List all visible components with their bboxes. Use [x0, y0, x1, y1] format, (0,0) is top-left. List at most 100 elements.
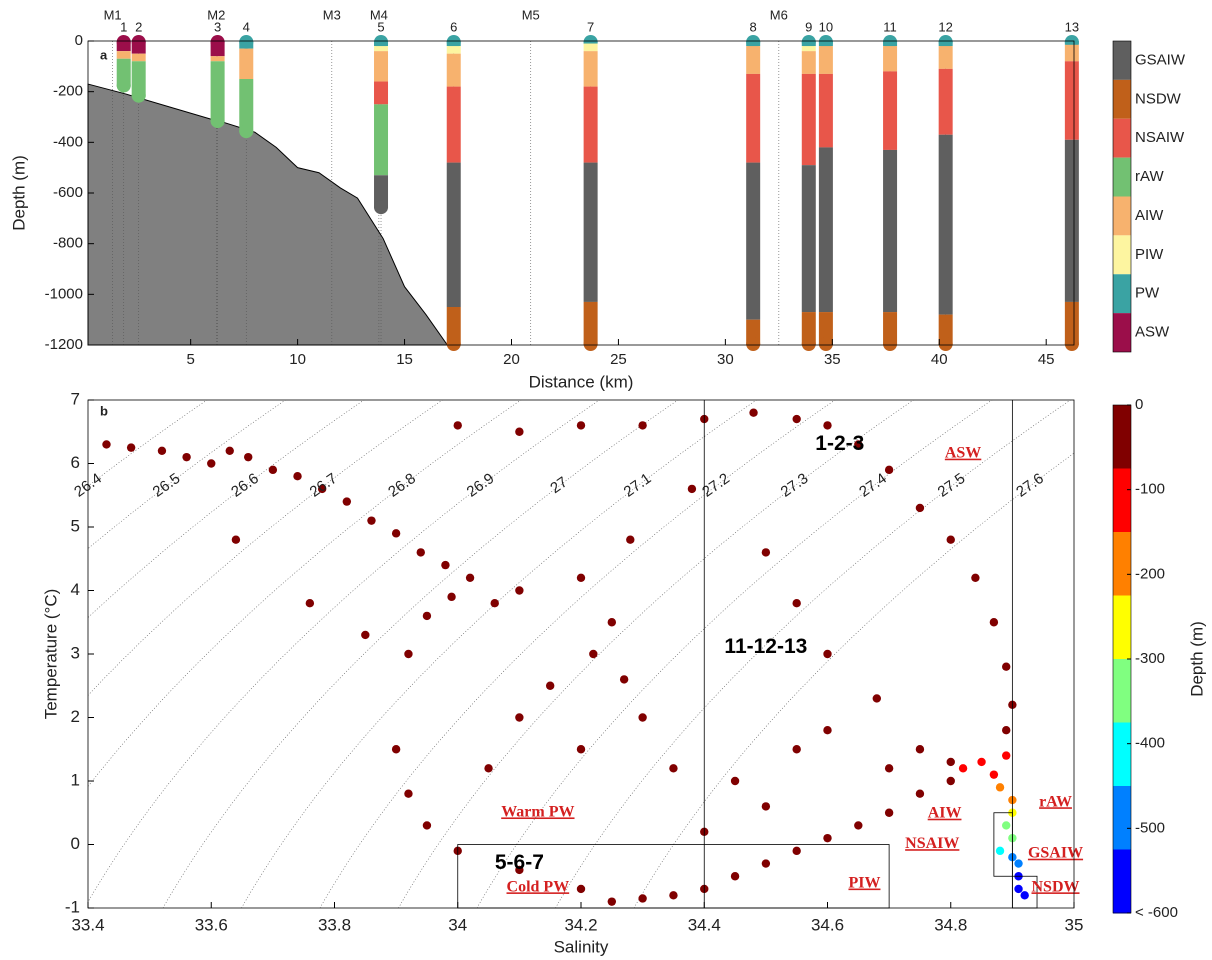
data-point: [589, 649, 598, 659]
station-label: 10: [819, 19, 833, 34]
colorbar-tick-label: -100: [1135, 481, 1165, 498]
data-point: [995, 783, 1005, 792]
station-label: 9: [805, 19, 812, 34]
water-mass-segment: [583, 162, 598, 302]
data-point: [447, 592, 456, 602]
water-mass-label: AIW: [928, 805, 962, 822]
isopycnal-label: 27.4: [856, 470, 890, 501]
legend-label: GSAIW: [1135, 51, 1186, 68]
isopycnal-label: 26.6: [228, 470, 262, 501]
data-point: [404, 789, 413, 798]
data-point: [946, 757, 955, 767]
x-tick-label: 10: [289, 351, 306, 368]
data-point: [989, 618, 999, 627]
segment-cap: [818, 337, 833, 351]
isopycnal: [88, 400, 365, 618]
isopycnal: [241, 400, 758, 908]
x-axis-title: Salinity: [554, 937, 609, 956]
colorbar-tick-label: < -600: [1135, 904, 1178, 921]
legend-label: NSDW: [1135, 90, 1182, 107]
y-tick-label: 4: [71, 580, 80, 599]
data-point: [1002, 821, 1011, 830]
segment-cap: [801, 35, 816, 49]
water-mass-segment: [1064, 44, 1079, 62]
data-point: [854, 440, 863, 449]
isopycnal-label: 27.3: [778, 470, 812, 501]
data-point: [971, 573, 980, 582]
data-point: [157, 446, 167, 455]
data-point: [638, 421, 647, 430]
data-point: [915, 789, 925, 798]
mooring-label: M5: [522, 7, 540, 22]
water-mass-label: GSAIW: [1028, 845, 1083, 862]
legend-label: AIW: [1135, 207, 1164, 224]
water-mass-segment: [801, 51, 816, 74]
water-mass-segment: [116, 51, 131, 59]
water-mass-label: Warm PW: [501, 803, 574, 820]
legend-swatch: [1113, 41, 1131, 80]
data-point: [515, 427, 524, 436]
data-point: [422, 611, 432, 621]
station-group-label: 5-6-7: [495, 851, 544, 874]
data-point: [823, 649, 832, 659]
station-label: 4: [243, 19, 250, 34]
x-tick-label: 35: [824, 351, 841, 368]
y-tick-label: -800: [53, 235, 83, 252]
y-tick-label: 0: [71, 834, 80, 853]
water-mass-segment: [446, 162, 461, 307]
isopycnal-label: 26.8: [385, 470, 419, 501]
water-mass-segment: [446, 46, 461, 54]
water-mass-segment: [746, 162, 761, 320]
water-mass-segment: [131, 53, 146, 62]
segment-cap: [938, 337, 953, 351]
data-point: [268, 465, 278, 475]
y-tick-label: 0: [75, 32, 83, 49]
water-mass-segment: [883, 312, 898, 345]
segment-cap: [374, 35, 389, 49]
data-point: [884, 764, 894, 773]
legend-swatch: [1113, 274, 1131, 314]
colorbar-tick-label: -300: [1135, 650, 1165, 667]
colorbar-segment: [1113, 849, 1131, 914]
isopycnal: [633, 452, 1074, 908]
segment-cap: [131, 88, 146, 103]
station-label: 6: [450, 19, 457, 34]
station-label: 13: [1065, 19, 1079, 34]
water-mass-segment: [446, 307, 461, 345]
isopycnal: [88, 400, 600, 903]
data-point: [126, 443, 136, 452]
data-point: [391, 745, 401, 754]
data-point: [792, 846, 801, 856]
water-mass-segment: [446, 86, 461, 163]
colorbar-tick-label: -200: [1135, 565, 1165, 582]
x-tick-label: 33.6: [195, 915, 228, 934]
legend-frame: [1112, 40, 1132, 353]
segment-cap: [883, 337, 898, 351]
water-mass-label: NSDW: [1032, 878, 1080, 895]
x-tick-label: 34.8: [934, 915, 967, 934]
data-point: [576, 421, 586, 430]
data-point: [515, 865, 524, 875]
data-point: [823, 421, 832, 430]
x-tick-label: 40: [931, 351, 948, 368]
water-mass-segment: [818, 46, 833, 74]
data-point: [761, 548, 771, 557]
segment-cap: [818, 35, 833, 49]
data-point: [342, 497, 352, 506]
water-mass-segment: [210, 56, 225, 62]
water-mass-segment: [938, 134, 953, 315]
legend-swatch: [1113, 235, 1131, 275]
isopycnal-label: 26.5: [150, 470, 184, 501]
x-tick-label: 15: [396, 351, 413, 368]
legend-swatch: [1113, 196, 1131, 236]
data-point: [749, 408, 758, 417]
legend-label: ASW: [1135, 324, 1170, 341]
data-point: [854, 821, 863, 830]
bathymetry: [87, 83, 449, 346]
y-tick-label: 3: [71, 643, 80, 662]
colorbar-tick-label: -400: [1135, 735, 1165, 752]
colorbar-segment: [1113, 786, 1131, 850]
data-point: [915, 503, 925, 513]
data-point: [792, 599, 801, 608]
isopycnal-label: 27.1: [621, 470, 655, 501]
